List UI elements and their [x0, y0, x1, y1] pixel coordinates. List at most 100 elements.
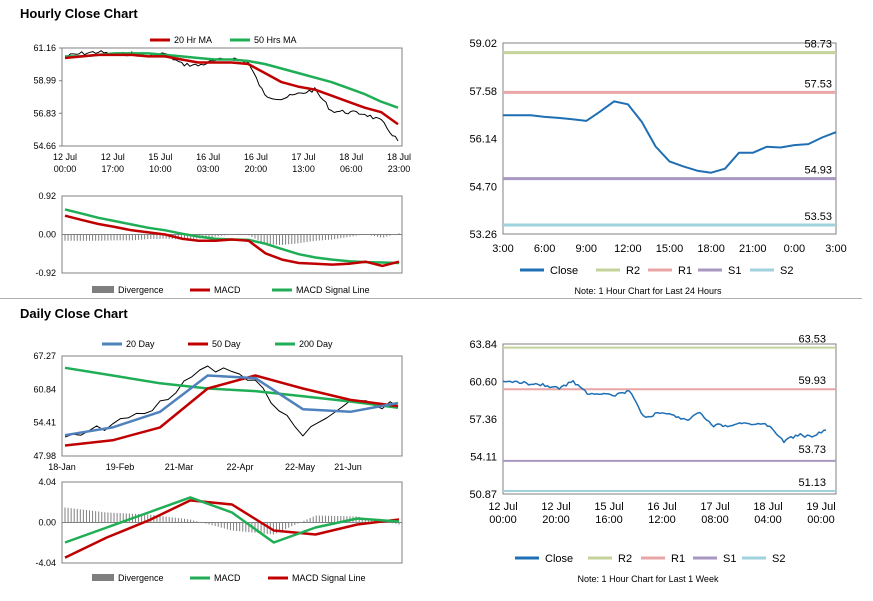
hourly-price-x-tick-date: 16 Jul — [244, 152, 268, 162]
daily-20-day-line — [64, 374, 399, 437]
hourly-chart-title: Hourly Close Chart — [20, 6, 138, 21]
levels24-y-tick: 54.70 — [469, 181, 497, 193]
daily-price-x-tick: 18-Jan — [48, 462, 76, 472]
levels24-y-tick: 59.02 — [469, 38, 497, 50]
levels24-legend-r1-label: R1 — [678, 265, 692, 277]
hourly-price-x-tick-date: 16 Jul — [196, 152, 220, 162]
levels-week-x-tick-time: 20:00 — [542, 514, 570, 526]
daily-legend-signal-label: MACD Signal Line — [292, 573, 366, 583]
hourly-price-x-tick-time: 06:00 — [340, 164, 363, 174]
levels-week-legend-r2-label: R2 — [618, 553, 632, 565]
levels-week-y-tick: 60.60 — [469, 376, 497, 388]
hourly-legend-20hr-ma-label: 20 Hr MA — [174, 35, 212, 45]
levels24-y-tick: 53.26 — [469, 229, 497, 241]
levels24-r2-label: 58.73 — [804, 39, 832, 51]
daily-price-x-tick: 22-May — [285, 462, 316, 472]
daily-price-x-tick: 19-Feb — [106, 462, 135, 472]
levels24-y-tick: 57.58 — [469, 86, 497, 98]
daily-macd-y-tick: -4.04 — [35, 558, 56, 568]
levels-week-legend-s1-label: S1 — [723, 553, 736, 565]
levels24-x-tick: 9:00 — [576, 243, 597, 255]
levels24-note: Note: 1 Hour Chart for Last 24 Hours — [574, 286, 722, 296]
hourly-20hr-ma-line — [64, 53, 399, 126]
hourly-legend-macd-label: MACD — [214, 285, 241, 295]
hourly-macd-y-tick: 0.92 — [38, 191, 56, 201]
daily-close-line — [64, 365, 399, 438]
hourly-price-x-tick-time: 23:00 — [388, 164, 411, 174]
daily-legend-divergence-label: Divergence — [118, 573, 164, 583]
hourly-price-y-tick: 61.16 — [33, 43, 56, 53]
levels-week-x-tick-date: 19 Jul — [806, 501, 835, 513]
levels-week-y-tick: 50.87 — [469, 489, 497, 501]
daily-price-plot-area — [61, 355, 403, 457]
hourly-price-x-tick-time: 13:00 — [292, 164, 315, 174]
daily-200-day-line — [64, 366, 399, 409]
hourly-price-x-tick-time: 00:00 — [54, 164, 77, 174]
hourly-price-y-tick: 58.99 — [33, 76, 56, 86]
hourly-price-plot-area — [61, 47, 403, 147]
hourly-price-x-tick-date: 15 Jul — [148, 152, 172, 162]
levels-week-x-tick-time: 04:00 — [754, 514, 782, 526]
levels24-s1-label: 54.93 — [804, 165, 832, 177]
levels24-legend-r2-label: R2 — [626, 265, 640, 277]
levels-week-x-tick-date: 15 Jul — [594, 501, 623, 513]
levels-week-r1-label: 59.93 — [798, 375, 826, 387]
levels-week-x-tick-time: 00:00 — [489, 514, 517, 526]
daily-macd-y-tick: 0.00 — [38, 518, 56, 528]
hourly-price-x-tick-date: 18 Jul — [339, 152, 363, 162]
hourly-price-x-tick-date: 12 Jul — [101, 152, 125, 162]
levels-week-y-tick: 57.36 — [469, 414, 497, 426]
levels24-x-tick: 3:00 — [825, 243, 846, 255]
hourly-close-line — [64, 50, 399, 142]
hourly-price-x-tick-time: 17:00 — [101, 164, 124, 174]
daily-50-day-line — [64, 374, 399, 447]
levels-week-x-tick-date: 16 Jul — [647, 501, 676, 513]
levels24-r1-label: 57.53 — [804, 78, 832, 90]
levels-week-legend-s2-label: S2 — [772, 553, 785, 565]
levels24-x-tick: 3:00 — [492, 243, 513, 255]
daily-legend-divergence-swatch — [92, 574, 114, 581]
daily-macd-line — [64, 496, 400, 544]
hourly-price-x-tick-date: 17 Jul — [292, 152, 316, 162]
daily-legend-50-day-label: 50 Day — [212, 339, 241, 349]
hourly-price-y-tick: 56.83 — [33, 108, 56, 118]
hourly-price-x-tick-time: 03:00 — [197, 164, 220, 174]
hourly-legend-divergence-swatch — [92, 286, 114, 293]
levels-week-x-tick-date: 18 Jul — [753, 501, 782, 513]
levels24-close-line — [503, 100, 837, 174]
levels-week-x-tick-time: 16:00 — [595, 514, 623, 526]
levels-week-s1-label: 53.73 — [798, 444, 826, 456]
levels-week-note: Note: 1 Hour Chart for Last 1 Week — [578, 574, 719, 584]
levels24-x-tick: 12:00 — [614, 243, 642, 255]
levels-week-x-tick-time: 00:00 — [807, 514, 835, 526]
levels24-legend-s1-label: S1 — [728, 265, 741, 277]
hourly-legend-signal-label: MACD Signal Line — [296, 285, 370, 295]
levels-week-legend-r1-label: R1 — [671, 553, 685, 565]
daily-legend-20-day-label: 20 Day — [126, 339, 155, 349]
hourly-macd-y-tick: 0.00 — [38, 230, 56, 240]
levels24-plot-area — [502, 42, 837, 235]
hourly-price-x-tick-date: 18 Jul — [387, 152, 411, 162]
levels-week-x-tick-time: 12:00 — [648, 514, 676, 526]
daily-price-y-tick: 60.84 — [33, 384, 56, 394]
section-divider — [0, 298, 862, 299]
levels24-legend-s2-label: S2 — [780, 265, 793, 277]
daily-price-y-tick: 47.98 — [33, 451, 56, 461]
daily-legend-200-day-label: 200 Day — [299, 339, 333, 349]
levels24-legend-close-label: Close — [550, 265, 578, 277]
levels-week-y-tick: 54.11 — [470, 452, 497, 464]
levels-week-x-tick-date: 12 Jul — [488, 501, 517, 513]
daily-price-x-tick: 22-Apr — [226, 462, 253, 472]
levels-week-close-line — [502, 379, 827, 444]
levels-week-y-tick: 63.84 — [469, 339, 497, 351]
daily-price-x-tick: 21-Mar — [165, 462, 194, 472]
levels-week-s2-label: 51.13 — [798, 477, 826, 489]
daily-price-y-tick: 67.27 — [33, 351, 56, 361]
levels24-y-tick: 56.14 — [469, 134, 497, 146]
levels-week-r2-label: 63.53 — [798, 334, 826, 346]
levels24-s2-label: 53.53 — [804, 211, 832, 223]
daily-chart-title: Daily Close Chart — [20, 306, 128, 321]
daily-macd-y-tick: 4.04 — [38, 477, 56, 487]
hourly-legend-divergence-label: Divergence — [118, 285, 164, 295]
